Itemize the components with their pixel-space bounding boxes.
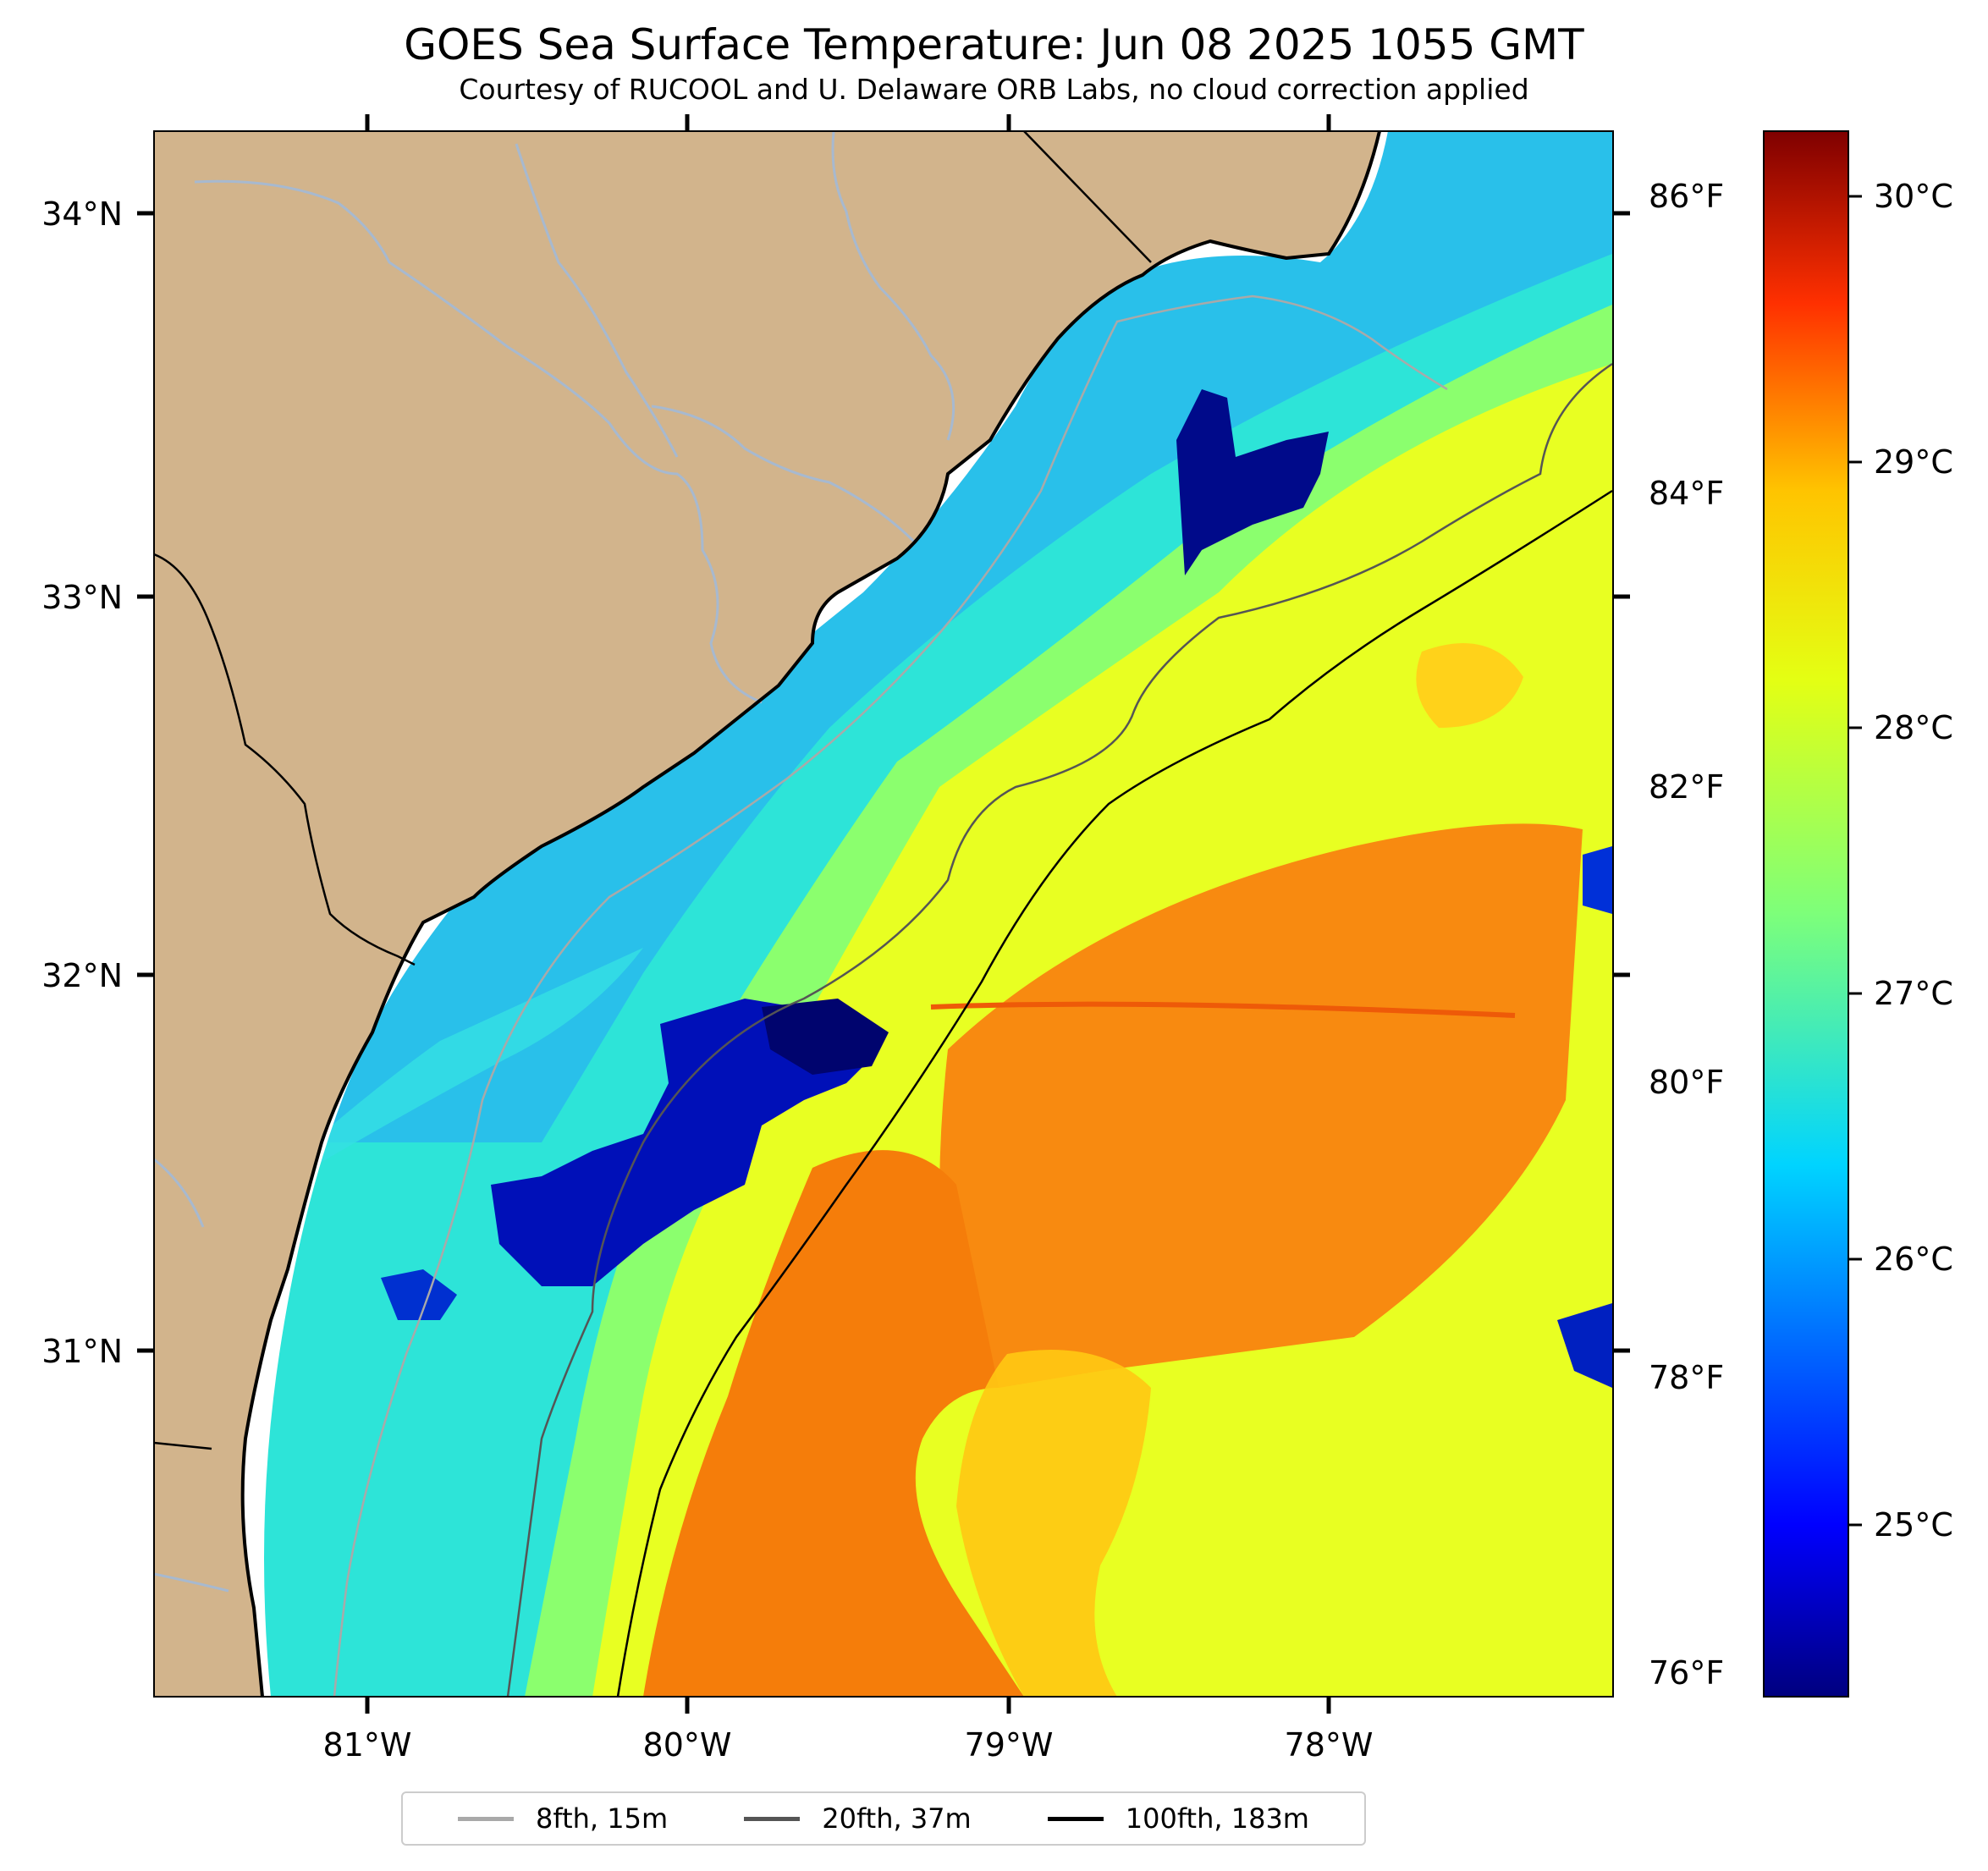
isobath-legend: 8fth, 15m 20fth, 37m 100fth, 183m — [401, 1791, 1366, 1846]
lat-tick-label: 33°N — [41, 579, 123, 616]
colorbar-tick-label: 30°C — [1874, 178, 1953, 215]
lon-tick-label: 78°W — [1285, 1726, 1374, 1764]
warm-core-north — [939, 823, 1583, 1388]
cold-patch-north — [1176, 389, 1329, 575]
chart-title: GOES Sea Surface Temperature: Jun 08 202… — [404, 20, 1584, 69]
cold-patch-southeast — [1557, 1303, 1612, 1388]
legend-swatch — [1047, 1816, 1104, 1821]
coastline — [240, 131, 1381, 1697]
legend-label: 20fth, 37m — [822, 1802, 972, 1835]
lon-tick-label: 80°W — [643, 1726, 732, 1764]
chart-subtitle: Courtesy of RUCOOL and U. Delaware ORB L… — [459, 73, 1529, 106]
rivers — [154, 131, 955, 1593]
map-area — [154, 131, 1613, 1697]
cold-patch-small — [381, 1269, 457, 1320]
state-border-sc-ga — [154, 553, 416, 966]
legend-swatch — [458, 1816, 515, 1821]
fahrenheit-tick-label: 76°F — [1649, 1654, 1724, 1692]
fahrenheit-tick-label: 86°F — [1649, 178, 1724, 215]
isobath-8fth — [333, 294, 1448, 1697]
warm-eddy — [1416, 643, 1523, 728]
fahrenheit-tick-label: 82°F — [1649, 768, 1724, 806]
isobath-100fth — [616, 489, 1613, 1697]
warm-core-south — [643, 1150, 1024, 1697]
land — [154, 131, 1379, 1697]
lat-tick-label: 31°N — [41, 1333, 123, 1370]
colorbar-ticks — [1848, 195, 1862, 1527]
sst-zone-inner — [195, 948, 643, 1252]
lat-tick-label: 34°N — [41, 195, 123, 233]
colorbar-tick-label: 29°C — [1874, 443, 1953, 481]
scan-line — [930, 1001, 1516, 1018]
fahrenheit-tick-label: 78°F — [1649, 1359, 1724, 1396]
lon-tick-label: 81°W — [323, 1726, 412, 1764]
lon-ticks — [365, 114, 1331, 1714]
fahrenheit-tick-label: 84°F — [1649, 475, 1724, 512]
cold-patch-east — [1583, 846, 1612, 914]
fahrenheit-tick-label: 80°F — [1649, 1064, 1724, 1101]
map-frame — [153, 130, 1614, 1698]
lon-tick-label: 79°W — [965, 1726, 1054, 1764]
legend-item-20fth: 20fth, 37m — [744, 1802, 972, 1835]
state-border-ga-fl — [154, 1441, 212, 1450]
legend-item-8fth: 8fth, 15m — [458, 1802, 668, 1835]
colorbar-tick-label: 27°C — [1874, 975, 1953, 1012]
lat-tick-label: 32°N — [41, 957, 123, 994]
colorbar-tick-label: 28°C — [1874, 709, 1953, 746]
cold-patch-core — [762, 999, 889, 1075]
colorbar — [1763, 130, 1849, 1698]
colorbar-tick-label: 25°C — [1874, 1506, 1953, 1544]
legend-item-100fth: 100fth, 183m — [1047, 1802, 1309, 1835]
warm-tongue — [956, 1350, 1151, 1697]
legend-label: 8fth, 15m — [536, 1802, 669, 1835]
legend-swatch — [744, 1816, 801, 1821]
state-border-nc-sc — [1023, 131, 1152, 263]
lat-ticks — [137, 211, 154, 1353]
colorbar-tick-label: 26°C — [1874, 1241, 1953, 1278]
legend-label: 100fth, 183m — [1125, 1802, 1309, 1835]
isobath-20fth — [506, 362, 1613, 1697]
fahrenheit-ticks — [1613, 211, 1630, 1353]
cold-patch-south — [491, 999, 880, 1286]
